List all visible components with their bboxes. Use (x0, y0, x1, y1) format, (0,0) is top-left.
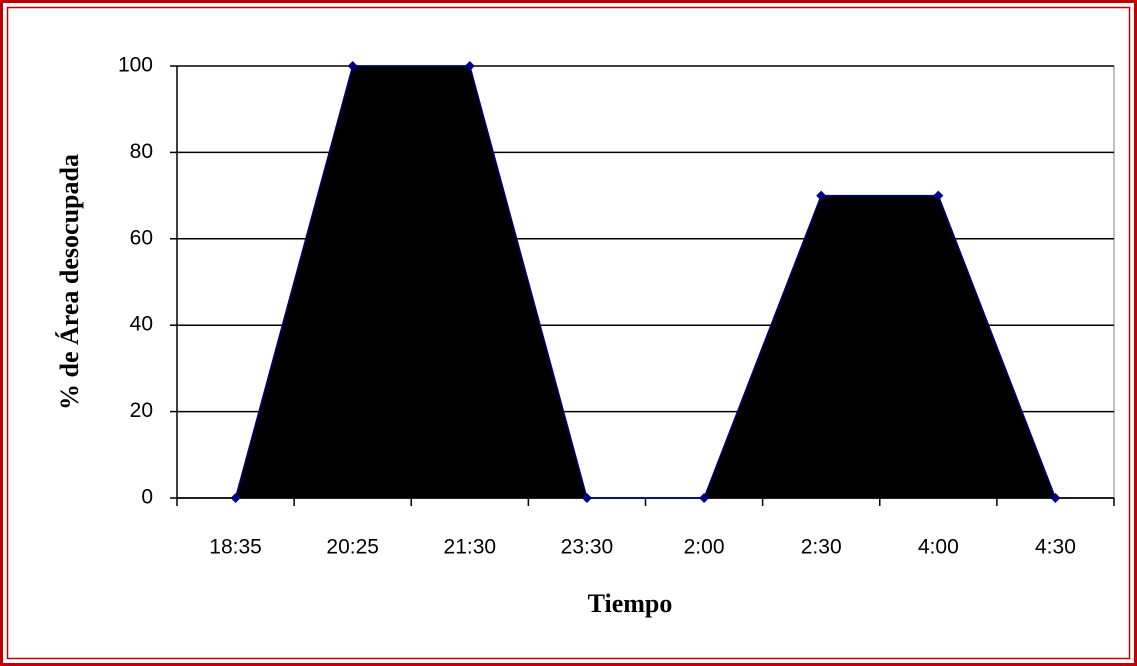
x-tick-label: 4:30 (1035, 536, 1076, 559)
marker (933, 190, 944, 201)
x-tick-label: 20:25 (326, 536, 379, 559)
x-tick-label: 21:30 (444, 536, 497, 559)
x-tick-label: 18:35 (209, 536, 262, 559)
x-tick-label: 2:00 (684, 536, 725, 559)
x-tick-label: 4:00 (918, 536, 959, 559)
marker (581, 493, 592, 503)
marker (816, 190, 827, 201)
x-tick-label: 23:30 (561, 536, 614, 559)
y-tick-label: 100 (118, 54, 153, 77)
marker (230, 493, 241, 503)
marker (699, 493, 710, 503)
y-axis-title: % de Área desocupada (55, 154, 84, 410)
y-tick-label: 0 (141, 486, 153, 509)
marker (464, 61, 475, 71)
inner-border (6, 6, 1131, 660)
marker (1050, 493, 1061, 503)
line (234, 65, 1057, 499)
y-tick-label: 60 (130, 226, 153, 249)
area (235, 66, 1056, 498)
x-axis-title: Tiempo (588, 589, 673, 618)
x-tick-label: 2:30 (801, 536, 842, 559)
y-tick-label: 80 (130, 140, 153, 163)
marker (347, 61, 358, 71)
y-tick-label: 40 (130, 313, 153, 336)
y-tick-label: 20 (130, 399, 153, 422)
